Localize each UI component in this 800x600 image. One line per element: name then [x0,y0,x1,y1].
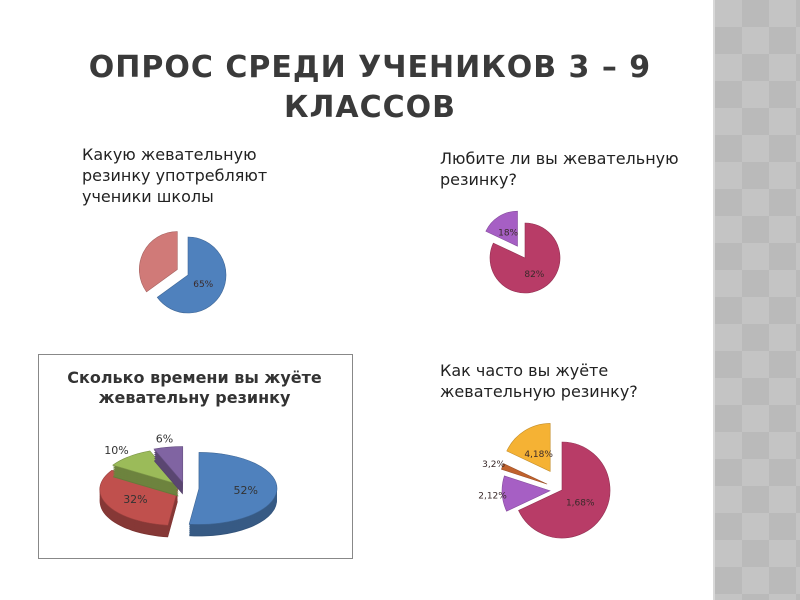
chart4-data-label-2: 3,2% [482,460,505,470]
chart4-title: Как часто вы жуёте жевательную резинку? [440,361,638,401]
chart4-data-label-1: 2,12% [478,491,507,501]
chart3-slice-2 [112,450,180,486]
chart2-data-label-1: 18% [498,228,518,238]
chart2-data-label-0: 82% [524,270,544,280]
chart3-title: Сколько времени вы жуёте жевательну рези… [67,368,322,407]
chart1-data-label-0: 65% [193,280,213,290]
chart1-slice-1 [139,231,178,293]
chart3-data-label-1: 32% [123,493,147,506]
decorative-side-stripe [713,0,800,600]
chart3-frame [38,354,353,559]
chart1-slice-0 [156,236,227,314]
chart4-data-label-0: 1,68% [566,499,595,509]
chart3-data-label-3: 6% [156,432,173,445]
slide-title: ОПРОС СРЕДИ УЧЕНИКОВ 3 – 9 КЛАССОВ [88,50,652,125]
chart4-slice-2 [501,463,548,485]
chart3-data-label-2: 10% [104,444,128,457]
chart2-slice-1 [485,210,518,247]
chart4-slice-0 [518,441,611,539]
chart4-data-label-3: 4,18% [524,450,553,460]
chart3-slice-0 [188,452,278,525]
chart1-title: Какую жевательную резинку употребляют уч… [82,145,268,206]
chart3-data-label-0: 52% [233,484,257,497]
chart2-title: Любите ли вы жевательную резинку? [440,149,679,189]
chart3-slice-3 [153,446,184,484]
chart2-slice-0 [489,222,561,294]
chart4-slice-3 [506,423,551,472]
chart4-slice-1 [501,475,551,512]
